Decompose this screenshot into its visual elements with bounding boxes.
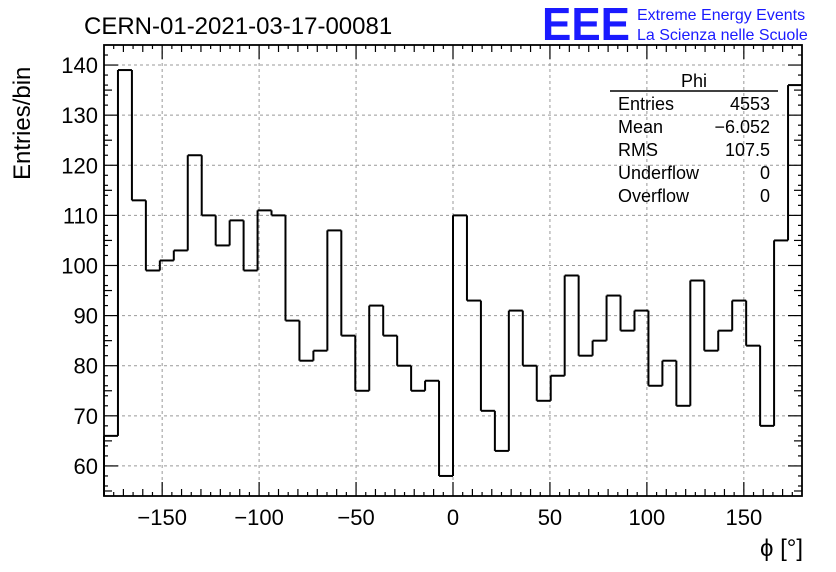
y-tick-label: 80 xyxy=(74,354,98,379)
y-tick-label: 100 xyxy=(61,253,98,278)
y-tick-label: 130 xyxy=(61,103,98,128)
x-tick-label: −50 xyxy=(337,505,374,530)
stats-row-label: Overflow xyxy=(618,186,690,206)
stats-row-value: 107.5 xyxy=(725,140,770,160)
histogram-series xyxy=(103,69,802,496)
x-tick-labels: −150 −100 −50 0 50 100 150 xyxy=(137,505,762,530)
y-tick-label: 110 xyxy=(63,203,98,228)
x-tick-label: 50 xyxy=(538,505,562,530)
y-tick-label: 60 xyxy=(74,454,98,479)
x-tick-label: −150 xyxy=(137,505,187,530)
stats-rows: Entries 4553 Mean −6.052 RMS 107.5 Underflow 0 O… xyxy=(618,94,770,206)
logo-line-2: La Scienza nelle Scuole xyxy=(637,27,808,44)
stats-row-value: 0 xyxy=(760,186,770,206)
eee-logo-mark: EEE xyxy=(542,0,630,50)
axis-ticks xyxy=(104,45,802,496)
logo-line-1: Extreme Energy Events xyxy=(637,7,805,24)
x-tick-label: 150 xyxy=(725,505,762,530)
stats-row-label: Underflow xyxy=(618,163,700,183)
stats-row-label: RMS xyxy=(618,140,658,160)
stats-row-label: Entries xyxy=(618,94,674,114)
x-tick-label: 0 xyxy=(447,505,459,530)
stats-box: Phi Entries 4553 Mean −6.052 RMS 107.5 Underfl… xyxy=(610,71,778,206)
stats-row-value: 0 xyxy=(760,163,770,183)
y-tick-labels: 60 70 80 90 100 110 120 130 140 xyxy=(61,53,98,479)
y-tick-label: 90 xyxy=(74,304,98,329)
x-axis-label: ϕ [°] xyxy=(760,535,803,562)
y-tick-label: 70 xyxy=(74,404,98,429)
y-tick-label: 120 xyxy=(61,153,98,178)
stats-title: Phi xyxy=(681,71,707,91)
y-tick-label: 140 xyxy=(61,53,98,78)
x-tick-label: 100 xyxy=(629,505,666,530)
chart-title: CERN-01-2021-03-17-00081 xyxy=(84,13,392,40)
y-axis-label: Entries/bin xyxy=(9,67,36,180)
stats-row-value: −6.052 xyxy=(714,117,770,137)
stats-row-label: Mean xyxy=(618,117,663,137)
stats-row-value: 4553 xyxy=(730,94,770,114)
x-tick-label: −100 xyxy=(234,505,284,530)
